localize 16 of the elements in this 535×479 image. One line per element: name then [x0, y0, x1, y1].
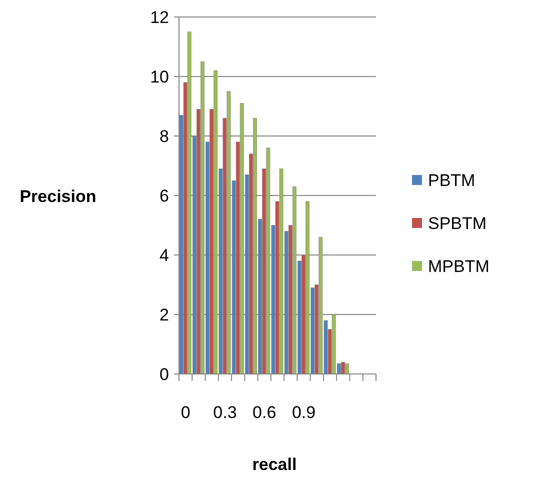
y-axis-title: Precision — [20, 186, 96, 206]
y-tick-label: 8 — [160, 126, 169, 146]
y-tick-label: 6 — [160, 186, 169, 206]
legend-label: SPBTM — [428, 214, 487, 233]
x-tick-label: 0.3 — [213, 403, 237, 422]
x-tick-label: 0.6 — [252, 403, 276, 422]
x-axis-title: recall — [252, 455, 297, 474]
y-tick-label: 2 — [160, 305, 169, 324]
legend-label: PBTM — [428, 170, 476, 190]
y-tick-label: 10 — [150, 67, 169, 86]
y-tick-label: 12 — [150, 8, 169, 27]
x-tick-label: 0 — [180, 403, 190, 422]
legend-label: MPBTM — [428, 256, 490, 276]
y-tick-label: 4 — [160, 246, 169, 265]
y-tick-label: 0 — [160, 364, 169, 384]
x-tick-label: 0.9 — [292, 403, 316, 422]
